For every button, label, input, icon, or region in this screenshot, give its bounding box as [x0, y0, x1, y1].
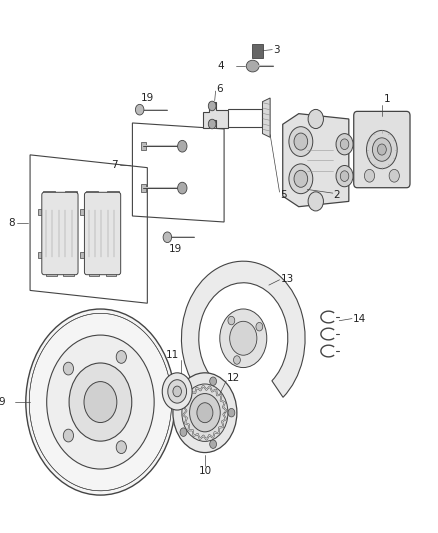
Circle shape — [116, 351, 127, 364]
Polygon shape — [283, 114, 349, 207]
Bar — [80, 209, 87, 215]
Text: 13: 13 — [280, 274, 293, 284]
Circle shape — [168, 379, 187, 403]
Wedge shape — [181, 261, 305, 397]
Circle shape — [364, 169, 374, 182]
Bar — [252, 44, 263, 58]
FancyBboxPatch shape — [354, 111, 410, 188]
Text: 2: 2 — [334, 190, 340, 200]
Bar — [46, 271, 57, 276]
Bar — [38, 209, 44, 215]
Circle shape — [182, 384, 228, 441]
Circle shape — [197, 403, 213, 423]
Circle shape — [228, 316, 235, 325]
Circle shape — [135, 104, 144, 115]
Text: 8: 8 — [8, 217, 15, 228]
Circle shape — [210, 440, 216, 448]
Circle shape — [190, 393, 220, 432]
Bar — [141, 184, 146, 192]
Text: 11: 11 — [166, 350, 180, 360]
Circle shape — [372, 138, 391, 161]
FancyBboxPatch shape — [42, 192, 78, 274]
Bar — [38, 252, 44, 258]
Bar — [106, 271, 116, 276]
Bar — [107, 191, 119, 198]
Circle shape — [64, 362, 74, 375]
Circle shape — [208, 101, 216, 111]
Circle shape — [173, 373, 237, 453]
Circle shape — [256, 322, 263, 331]
Circle shape — [308, 192, 323, 211]
Circle shape — [308, 109, 323, 128]
Circle shape — [84, 382, 117, 423]
Text: 19: 19 — [169, 244, 182, 254]
Bar — [89, 271, 99, 276]
Circle shape — [336, 134, 353, 155]
Circle shape — [378, 144, 386, 155]
Circle shape — [220, 309, 267, 368]
Bar — [80, 252, 87, 258]
Circle shape — [230, 321, 257, 355]
Circle shape — [26, 309, 175, 495]
Text: 1: 1 — [384, 93, 391, 103]
Circle shape — [294, 170, 307, 187]
Polygon shape — [262, 98, 270, 138]
Circle shape — [69, 363, 132, 441]
Circle shape — [162, 373, 192, 410]
Text: 14: 14 — [353, 313, 366, 324]
Circle shape — [116, 441, 127, 454]
Bar — [43, 191, 55, 198]
Circle shape — [233, 356, 240, 364]
Bar — [141, 142, 146, 150]
Bar — [65, 191, 77, 198]
Circle shape — [336, 165, 353, 187]
Circle shape — [228, 408, 235, 417]
Circle shape — [210, 377, 216, 385]
Bar — [86, 191, 98, 198]
Bar — [64, 271, 74, 276]
Text: 6: 6 — [216, 84, 223, 94]
FancyBboxPatch shape — [85, 192, 121, 274]
Polygon shape — [203, 102, 228, 128]
Circle shape — [163, 232, 172, 243]
Circle shape — [289, 164, 313, 193]
Text: 4: 4 — [217, 61, 224, 71]
Circle shape — [289, 127, 313, 157]
Circle shape — [173, 386, 181, 397]
Circle shape — [340, 171, 349, 181]
Circle shape — [47, 335, 154, 469]
Text: 3: 3 — [273, 45, 280, 54]
Circle shape — [367, 131, 397, 168]
Circle shape — [64, 429, 74, 442]
Circle shape — [340, 139, 349, 150]
Circle shape — [294, 133, 307, 150]
Ellipse shape — [246, 60, 259, 72]
Text: 7: 7 — [111, 160, 117, 170]
Circle shape — [180, 389, 187, 398]
Text: 10: 10 — [198, 466, 212, 476]
Circle shape — [178, 182, 187, 194]
Text: 9: 9 — [0, 397, 5, 407]
Text: 19: 19 — [141, 93, 154, 103]
Circle shape — [180, 428, 187, 437]
Text: 12: 12 — [227, 373, 240, 383]
Circle shape — [178, 140, 187, 152]
Circle shape — [208, 119, 216, 129]
Text: 5: 5 — [280, 190, 287, 200]
Circle shape — [389, 169, 399, 182]
